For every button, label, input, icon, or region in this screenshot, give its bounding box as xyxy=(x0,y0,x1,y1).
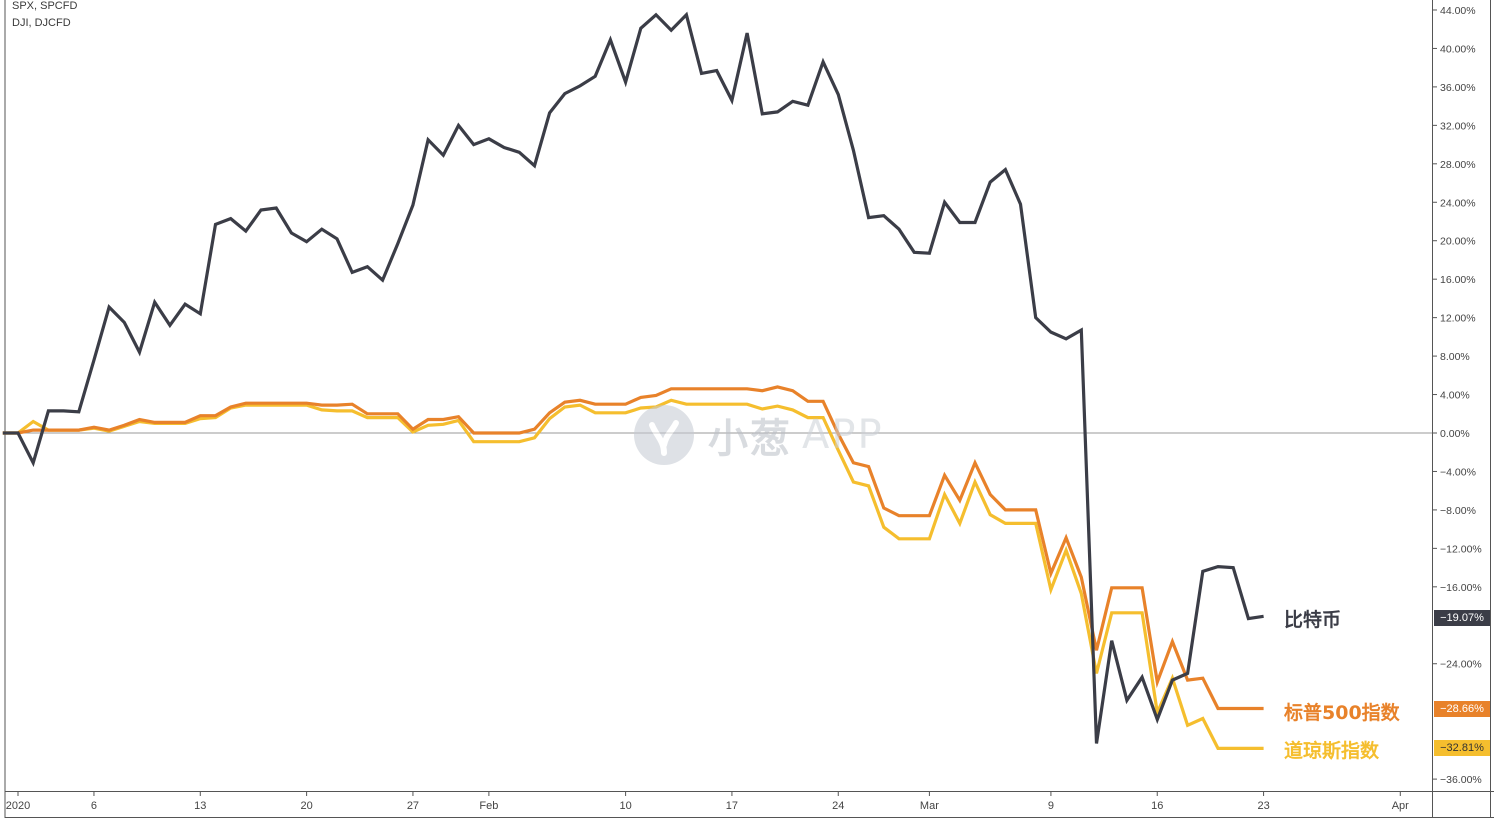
series-label-bitcoin: 比特币 xyxy=(1284,609,1342,631)
y-tick-label: −12.00% xyxy=(1440,543,1482,555)
y-tick-label: 24.00% xyxy=(1440,197,1476,209)
y-tick-label: −36.00% xyxy=(1440,774,1482,786)
watermark-logo-icon xyxy=(634,405,694,465)
watermark-brand: 小葱 xyxy=(708,416,792,462)
watermark: 小葱 APP xyxy=(634,405,884,465)
x-tick-label: 10 xyxy=(619,800,631,812)
price-tag-dow: −32.81% xyxy=(1434,740,1490,756)
x-tick-label: 24 xyxy=(832,800,844,812)
x-tick-label: 23 xyxy=(1257,800,1269,812)
price-tag-bitcoin: −19.07% xyxy=(1434,610,1490,626)
y-tick-label: 8.00% xyxy=(1440,351,1470,363)
y-tick-label: 28.00% xyxy=(1440,159,1476,171)
legend-symbol-spx[interactable]: SPX, SPCFD xyxy=(12,0,78,12)
y-tick-label: 12.00% xyxy=(1440,313,1476,325)
y-tick-label: −4.00% xyxy=(1440,466,1476,478)
legend-symbol-dji[interactable]: DJI, DJCFD xyxy=(12,17,71,29)
watermark-suffix: APP xyxy=(802,412,884,458)
x-tick-label: 17 xyxy=(726,800,738,812)
x-tick-label: 16 xyxy=(1151,800,1163,812)
x-tick-label: Feb xyxy=(479,800,498,812)
x-tick-label: Apr xyxy=(1392,800,1409,812)
x-axis[interactable]: 2020 6 13 20 27 Feb 10 17 24 Mar 9 16 23 Apr xyxy=(6,791,1409,812)
x-tick-label: 2020 xyxy=(6,800,30,812)
series-line-bitcoin[interactable] xyxy=(2,11,1264,744)
y-tick-label: −16.00% xyxy=(1440,582,1482,594)
y-tick-label: 20.00% xyxy=(1440,236,1476,248)
price-tag-sp500: −28.66% xyxy=(1434,701,1490,717)
x-tick-label: 20 xyxy=(300,800,312,812)
x-tick-label: 6 xyxy=(91,800,97,812)
x-tick-label: 9 xyxy=(1048,800,1054,812)
y-tick-label: 0.00% xyxy=(1440,428,1470,440)
y-tick-label: −24.00% xyxy=(1440,659,1482,671)
series-lines xyxy=(2,11,1264,751)
y-tick-label: 40.00% xyxy=(1440,43,1476,55)
x-tick-label: Mar xyxy=(920,800,939,812)
y-tick-label: 36.00% xyxy=(1440,82,1476,94)
x-tick-label: 13 xyxy=(194,800,206,812)
x-tick-label: 27 xyxy=(407,800,419,812)
y-tick-label: 32.00% xyxy=(1440,120,1476,132)
y-tick-label: 16.00% xyxy=(1440,274,1476,286)
y-axis[interactable]: 44.00% 40.00% 36.00% 32.00% 28.00% 24.00% 20.0… xyxy=(1432,5,1482,786)
y-tick-label: −8.00% xyxy=(1440,505,1476,517)
series-line-sp500[interactable] xyxy=(2,385,1264,711)
y-tick-label: 44.00% xyxy=(1440,5,1476,17)
series-label-dow: 道琼斯指数 xyxy=(1284,740,1380,762)
series-line-dow[interactable] xyxy=(2,398,1264,751)
y-tick-label: 4.00% xyxy=(1440,390,1470,402)
series-label-sp500: 标普500指数 xyxy=(1284,702,1400,724)
